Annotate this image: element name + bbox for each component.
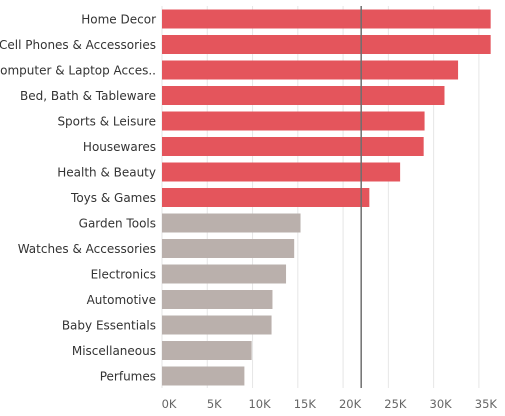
bars xyxy=(162,10,491,386)
bar xyxy=(162,163,400,182)
x-tick-label: 10K xyxy=(248,397,271,411)
bar xyxy=(162,10,491,29)
category-label: Computer & Laptop Acces.. xyxy=(0,64,156,78)
x-tick-label: 30K xyxy=(430,397,453,411)
category-label: Cell Phones & Accessories xyxy=(0,38,156,52)
category-label: Sports & Leisure xyxy=(57,115,156,129)
x-tick-label: 25K xyxy=(384,397,407,411)
bar xyxy=(162,316,272,335)
bar xyxy=(162,367,244,386)
bar xyxy=(162,61,458,80)
category-label: Baby Essentials xyxy=(62,319,156,333)
bar xyxy=(162,265,286,284)
category-label: Housewares xyxy=(83,140,156,154)
category-label: Health & Beauty xyxy=(57,166,156,180)
category-label: Bed, Bath & Tableware xyxy=(20,89,156,103)
bar xyxy=(162,214,301,233)
category-label: Toys & Games xyxy=(70,191,156,205)
bar xyxy=(162,137,424,156)
x-tick-label: 0K xyxy=(162,397,177,411)
bar xyxy=(162,112,425,131)
x-tick-label: 15K xyxy=(294,397,317,411)
bar xyxy=(162,188,369,207)
x-tick-label: 20K xyxy=(339,397,362,411)
bar xyxy=(162,35,491,54)
bar xyxy=(162,341,252,360)
bar xyxy=(162,290,272,309)
category-label: Watches & Accessories xyxy=(18,242,156,256)
category-label: Home Decor xyxy=(81,13,156,27)
category-label: Miscellaneous xyxy=(72,344,156,358)
x-tick-label: 35K xyxy=(475,397,498,411)
bar xyxy=(162,239,294,258)
category-labels: Home Decor Cell Phones & Accessories Compu… xyxy=(0,13,156,384)
category-label: Electronics xyxy=(91,268,156,282)
category-label: Automotive xyxy=(87,293,156,307)
bar xyxy=(162,86,444,105)
x-tick-label: 5K xyxy=(207,397,222,411)
category-label: Garden Tools xyxy=(79,217,156,231)
category-label: Perfumes xyxy=(100,370,156,384)
x-axis-ticks: 0K 5K 10K 15K 20K 25K 30K 35K xyxy=(162,397,498,411)
